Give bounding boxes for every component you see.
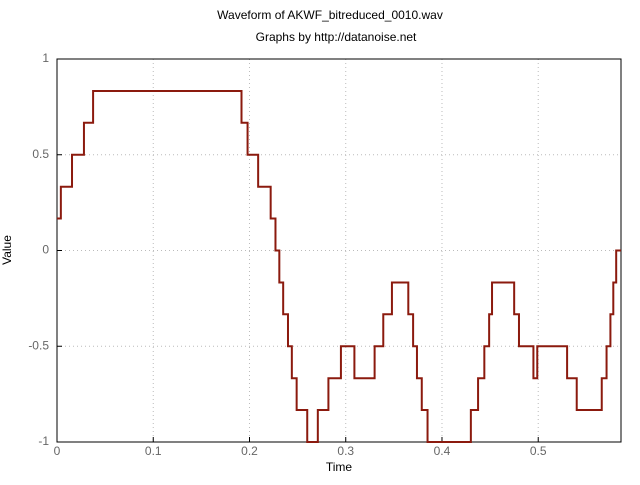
waveform-line xyxy=(57,89,621,443)
x-tick-label: 0.4 xyxy=(434,444,451,458)
chart-subtitle: Graphs by http://datanoise.net xyxy=(256,30,417,44)
x-tick-label: 0.1 xyxy=(145,444,162,458)
chart-title: Waveform of AKWF_bitreduced_0010.wav xyxy=(217,8,443,22)
y-tick-label: -1 xyxy=(38,434,49,448)
y-tick-label: -0.5 xyxy=(28,338,49,352)
y-tick-label: 0.5 xyxy=(32,147,49,161)
y-tick-label: 1 xyxy=(42,51,49,65)
y-axis-label: Value xyxy=(0,235,14,265)
x-tick-label: 0.2 xyxy=(241,444,258,458)
x-tick-label: 0 xyxy=(54,444,61,458)
y-tick-label: 0 xyxy=(42,243,49,257)
x-tick-label: 0.3 xyxy=(337,444,354,458)
x-axis-label: Time xyxy=(326,460,353,474)
x-tick-label: 0.5 xyxy=(530,444,547,458)
